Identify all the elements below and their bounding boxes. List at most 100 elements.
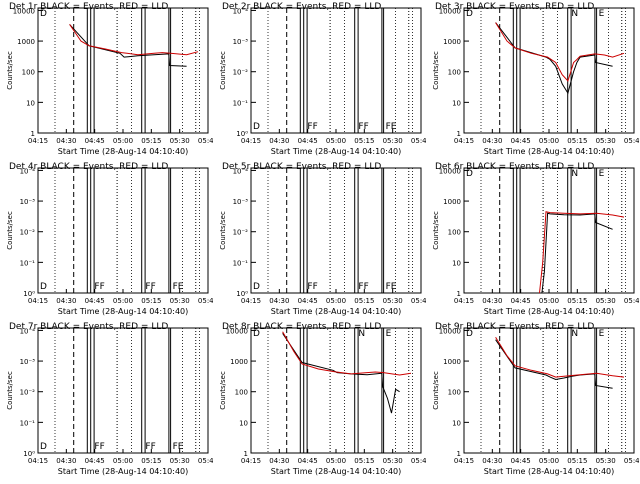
det-chart-svg: Det 8r BLACK = Events, RED = LLD 1 10 100 10… <box>219 322 431 476</box>
det-chart-svg: Det 2r BLACK = Events, RED = LLD 10⁰ 10⁻¹ 1… <box>219 2 431 156</box>
det-chart-svg: Det 7r BLACK = Events, RED = LLD 10⁰ 10⁻¹ 1… <box>6 297 218 476</box>
x-tick-label: 04:45 <box>298 457 318 465</box>
series-line-black <box>541 212 613 294</box>
x-tick-label: 04:45 <box>511 457 531 465</box>
det-chart-svg: Det 6r BLACK = Events, RED = LLD 1 10 100 10… <box>432 162 640 316</box>
y-axis-label: Counts/sec <box>6 371 14 410</box>
x-tick-label: 05:00 <box>113 457 133 465</box>
x-tick-label: 05:15 <box>141 457 161 465</box>
det-panel-5: Det 5r BLACK = Events, RED = LLD 10⁰ 10⁻¹ 1… <box>213 137 431 320</box>
x-tick-label: 05:45 <box>198 137 213 145</box>
x-axis-label: Start Time (28-Aug-14 04:10:40) <box>271 307 402 316</box>
y-tick-label: 1 <box>457 130 461 138</box>
y-axis-label: Counts/sec <box>219 51 227 90</box>
x-tick-label: 04:45 <box>298 137 318 145</box>
y-tick-label: 1 <box>457 450 461 458</box>
x-tick-label: 04:15 <box>241 457 261 465</box>
det-chart-svg: Det 3r BLACK = Events, RED = LLD 1 10 100 10… <box>432 2 640 156</box>
series-line-red <box>495 336 625 378</box>
chart-title: Det 5r BLACK = Events, RED = LLD <box>222 162 381 172</box>
event-marker: D <box>253 329 260 339</box>
y-tick-label: 100 <box>448 229 461 237</box>
det-panel-1: Det 1r BLACK = Events, RED = LLD 1 10 100 10… <box>0 0 218 160</box>
x-tick-label: 05:15 <box>567 137 587 145</box>
y-tick-label: 10⁻² <box>20 389 36 397</box>
det-chart-svg: Det 5r BLACK = Events, RED = LLD 10⁰ 10⁻¹ 1… <box>219 137 431 316</box>
event-marker: FF <box>94 442 104 452</box>
x-tick-label: 05:30 <box>170 297 190 305</box>
x-tick-label: 04:30 <box>269 297 289 305</box>
x-tick-label: 05:00 <box>113 137 133 145</box>
x-tick-label: 05:30 <box>170 137 190 145</box>
det-chart-svg: Det 4r BLACK = Events, RED = LLD 10⁰ 10⁻¹ 1… <box>6 137 218 316</box>
y-tick-label: 10⁻² <box>233 69 249 77</box>
x-tick-label: 04:45 <box>85 137 105 145</box>
y-tick-label: 10000 <box>439 167 461 175</box>
y-tick-label: 100 <box>448 69 461 77</box>
series-line-red <box>495 22 625 82</box>
det-panel-8: Det 8r BLACK = Events, RED = LLD 1 10 100 10… <box>213 320 431 480</box>
event-marker: D <box>40 9 47 19</box>
x-tick-label: 04:15 <box>241 297 261 305</box>
y-tick-label: 10000 <box>439 327 461 335</box>
x-tick-label: 04:15 <box>241 137 261 145</box>
x-tick-label: 05:00 <box>539 457 559 465</box>
x-axis-label: Start Time (28-Aug-14 04:10:40) <box>58 307 189 316</box>
x-tick-label: 05:00 <box>326 297 346 305</box>
x-tick-label: 05:30 <box>170 457 190 465</box>
x-tick-label: 05:30 <box>596 297 616 305</box>
event-marker: FF <box>358 282 368 292</box>
x-tick-label: 04:30 <box>269 457 289 465</box>
x-tick-label: 04:30 <box>269 137 289 145</box>
y-tick-label: 10⁻¹ <box>233 99 249 107</box>
chart-title: Det 8r BLACK = Events, RED = LLD <box>222 322 381 332</box>
y-tick-label: 10 <box>239 419 248 427</box>
y-tick-label: 1000 <box>17 38 35 46</box>
x-tick-label: 05:45 <box>624 457 639 465</box>
x-axis-label: Start Time (28-Aug-14 04:10:40) <box>484 467 615 476</box>
det-panel-4: Det 4r BLACK = Events, RED = LLD 10⁰ 10⁻¹ 1… <box>0 137 218 320</box>
series-line-red <box>282 331 412 376</box>
event-marker: FF <box>307 282 317 292</box>
x-tick-label: 05:15 <box>567 457 587 465</box>
event-marker: FF <box>358 122 368 132</box>
x-tick-label: 04:30 <box>56 297 76 305</box>
y-tick-label: 10 <box>452 419 461 427</box>
y-tick-label: 10000 <box>226 327 248 335</box>
y-tick-label: 10⁰ <box>23 450 35 458</box>
y-tick-label: 10⁰ <box>236 130 248 138</box>
x-axis-label: Start Time (28-Aug-14 04:10:40) <box>271 467 402 476</box>
x-tick-label: 05:00 <box>326 457 346 465</box>
x-tick-label: 05:45 <box>198 457 213 465</box>
y-axis-label: Counts/sec <box>219 371 227 410</box>
event-marker: E <box>599 169 605 179</box>
x-tick-label: 05:15 <box>141 297 161 305</box>
x-tick-label: 04:15 <box>28 297 48 305</box>
y-tick-label: 10⁻³ <box>233 198 249 206</box>
event-marker: D <box>466 9 473 19</box>
event-marker: N <box>358 329 365 339</box>
det-panel-9: Det 9r BLACK = Events, RED = LLD 1 10 100 10… <box>426 320 640 480</box>
y-tick-label: 1 <box>244 450 248 458</box>
x-tick-label: 05:00 <box>539 297 559 305</box>
event-marker: FF <box>94 282 104 292</box>
event-marker: N <box>571 9 578 19</box>
event-marker: N <box>571 329 578 339</box>
y-axis-label: Counts/sec <box>6 51 14 90</box>
x-tick-label: 05:15 <box>141 137 161 145</box>
x-tick-label: 05:30 <box>596 457 616 465</box>
x-tick-label: 05:00 <box>539 137 559 145</box>
x-tick-label: 04:45 <box>511 297 531 305</box>
x-tick-label: 04:30 <box>482 137 502 145</box>
event-marker: D <box>253 122 260 132</box>
y-tick-label: 1 <box>457 290 461 298</box>
y-tick-label: 10⁻⁴ <box>20 167 36 175</box>
x-tick-label: 05:45 <box>411 137 426 145</box>
x-axis-label: Start Time (28-Aug-14 04:10:40) <box>271 147 402 156</box>
det-chart-svg: Det 1r BLACK = Events, RED = LLD 1 10 100 10… <box>6 2 218 156</box>
y-axis-label: Counts/sec <box>432 211 440 250</box>
chart-title: Det 6r BLACK = Events, RED = LLD <box>435 162 594 172</box>
x-tick-label: 04:15 <box>454 137 474 145</box>
event-marker: FE <box>173 442 184 452</box>
